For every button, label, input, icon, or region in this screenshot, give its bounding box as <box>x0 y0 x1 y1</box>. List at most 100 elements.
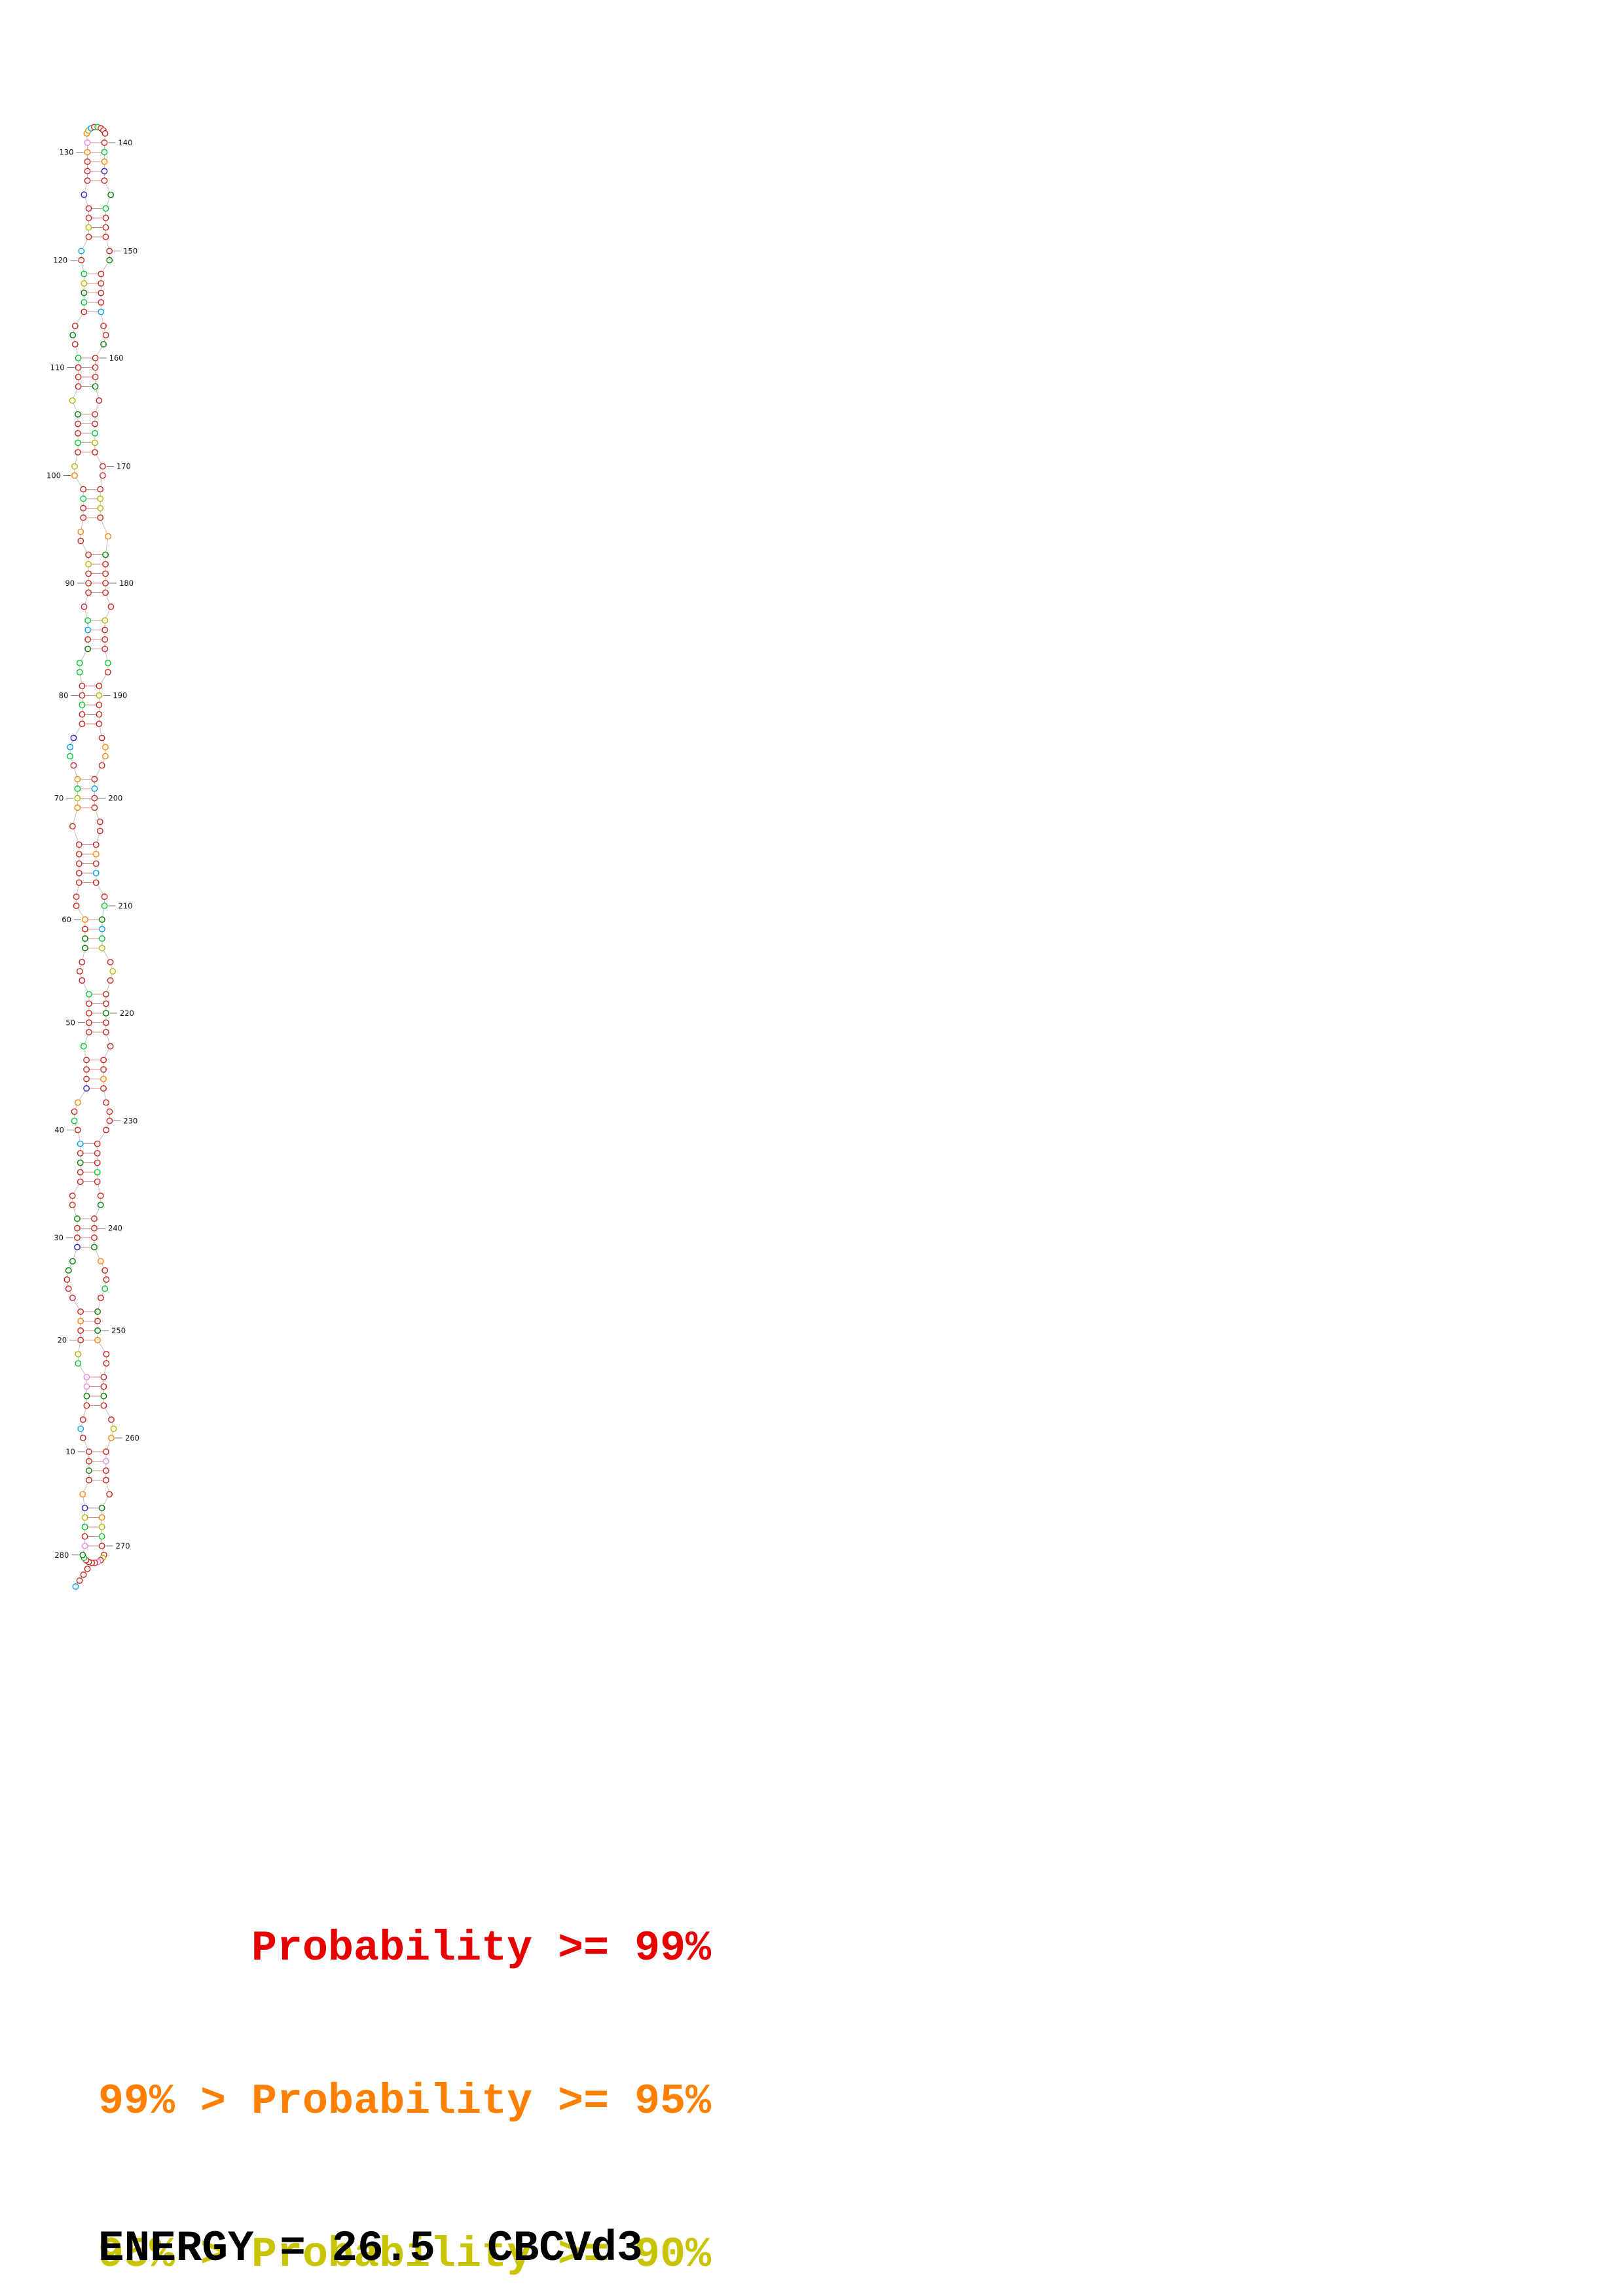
nucleotide-dot <box>77 1159 84 1166</box>
nucleotide-dot <box>75 1351 82 1357</box>
nucleotide-dot <box>107 977 114 984</box>
nucleotide-dot <box>100 1374 107 1380</box>
tick-label: 240 <box>108 1224 122 1233</box>
nucleotide-dot <box>83 1056 90 1064</box>
nucleotide-dot <box>97 495 104 502</box>
nucleotide-dot <box>103 1126 110 1134</box>
nucleotide-dot <box>101 1267 109 1274</box>
nucleotide-dot <box>74 804 81 811</box>
nucleotide-dot <box>98 280 105 287</box>
nucleotide-dot <box>99 916 105 923</box>
nucleotide-dot <box>103 1099 110 1106</box>
nucleotide-dot <box>101 139 108 146</box>
nucleotide-dot <box>106 1117 113 1124</box>
tick-label: 160 <box>109 353 124 363</box>
nucleotide-dot <box>73 893 80 900</box>
nucleotide-dot <box>74 795 81 802</box>
tick-label: 10 <box>65 1447 75 1456</box>
nucleotide-dot <box>100 1066 107 1073</box>
legend-entry: 95% > Probability >= 90% <box>98 2231 712 2279</box>
nucleotide-dot <box>69 823 76 830</box>
tick-label: 30 <box>54 1233 64 1242</box>
nucleotide-dot <box>94 1336 101 1344</box>
nucleotide-dot <box>81 270 88 278</box>
nucleotide-dot <box>102 561 109 567</box>
rna-structure-diagram: 10 20 30 40 50 60 70 80 90 100 110 120 130 140 150 160 1… <box>46 124 139 1590</box>
nucleotide-dot <box>92 841 100 848</box>
nucleotide-dot <box>86 1448 92 1455</box>
nucleotide-dot <box>97 514 104 521</box>
nucleotide-dot <box>100 1393 107 1399</box>
nucleotide-dot <box>92 420 98 427</box>
nucleotide-dot <box>79 1491 86 1498</box>
tick-label: 20 <box>57 1336 67 1345</box>
nucleotide-dot <box>101 1285 109 1292</box>
tick-label: 270 <box>116 1541 130 1551</box>
nucleotide-dot <box>64 1276 71 1283</box>
nucleotide-dot <box>81 308 88 315</box>
nucleotide-dot <box>75 870 82 876</box>
nucleotide-dot <box>107 603 115 610</box>
nucleotide-dot <box>102 1448 109 1455</box>
nucleotide-dot <box>100 1402 107 1409</box>
nucleotide-dot <box>102 580 109 586</box>
tick-label: 150 <box>123 247 137 256</box>
nucleotide-dot <box>81 280 88 287</box>
nucleotide-dot <box>100 463 106 470</box>
nucleotide-dot <box>108 1416 115 1423</box>
nucleotide-dot <box>77 1318 84 1325</box>
nucleotide-dot <box>77 1308 84 1315</box>
nucleotide-dot <box>80 495 87 502</box>
nucleotide-dot <box>85 224 92 231</box>
nucleotide-dot <box>77 1140 84 1147</box>
nucleotide-dot <box>79 959 86 965</box>
nucleotide-dot <box>79 683 86 689</box>
nucleotide-dot <box>69 1258 76 1265</box>
tick-label: 70 <box>54 794 64 803</box>
nucleotide-dot <box>106 247 113 255</box>
nucleotide-dot <box>71 341 79 348</box>
nucleotide-dot <box>82 916 88 923</box>
nucleotide-dot <box>74 1215 81 1222</box>
nucleotide-dot <box>77 1178 84 1185</box>
nucleotide-dot <box>91 785 98 792</box>
nucleotide-dot <box>71 1108 78 1115</box>
nucleotide-dot <box>74 1244 81 1251</box>
probability-legend: Probability >= 99% 99% > Probability >= … <box>98 1821 711 2296</box>
nucleotide-dot <box>91 1244 98 1251</box>
nucleotide-dot <box>74 1234 81 1241</box>
nucleotide-dot <box>104 660 111 666</box>
nucleotide-dot <box>102 551 109 558</box>
nucleotide-dot <box>94 1327 101 1334</box>
nucleotide-dot <box>102 215 109 221</box>
nucleotide-dot <box>83 1393 90 1399</box>
nucleotide-dot <box>82 925 88 933</box>
nucleotide-dot <box>92 449 98 456</box>
nucleotide-dot <box>75 1126 81 1134</box>
nucleotide-dot <box>84 636 92 643</box>
nucleotide-dot <box>76 660 83 666</box>
nucleotide-dot <box>99 944 105 952</box>
nucleotide-dot <box>74 776 81 783</box>
nucleotide-dot <box>92 430 98 437</box>
nucleotide-dot <box>102 589 109 596</box>
nucleotide-dot <box>92 355 99 361</box>
nucleotide-dot <box>84 149 91 156</box>
nucleotide-dot <box>101 893 108 900</box>
nucleotide-dot <box>79 692 86 699</box>
nucleotide-dot <box>91 1234 98 1241</box>
tick-label: 100 <box>46 471 61 480</box>
nucleotide-dot <box>94 1178 101 1185</box>
nucleotide-dot <box>85 561 92 567</box>
nucleotide-dot <box>84 177 91 184</box>
nucleotide-dot <box>73 903 80 909</box>
nucleotide-dot <box>86 1019 92 1026</box>
nucleotide-dot <box>79 711 86 718</box>
nucleotide-dot <box>106 257 113 264</box>
nucleotide-dot <box>80 1043 87 1050</box>
tick-label: 230 <box>123 1117 137 1126</box>
nucleotide-dot <box>85 570 92 577</box>
tick-label: 280 <box>54 1551 69 1560</box>
nucleotide-dot <box>79 1435 86 1441</box>
